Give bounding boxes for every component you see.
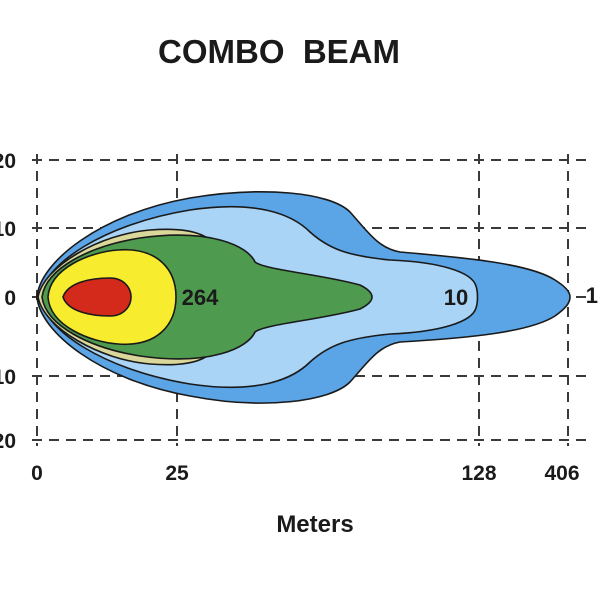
- zone-label: 1: [586, 283, 598, 308]
- x-tick-label: 128: [461, 462, 496, 485]
- zone-label: 10: [444, 285, 468, 310]
- y-tick-label: 10: [0, 366, 16, 389]
- zone-label: 264: [182, 285, 219, 310]
- y-tick-label: 0: [4, 287, 16, 310]
- x-tick-label: 0: [31, 462, 43, 485]
- chart-title: COMBO BEAM: [158, 33, 400, 70]
- y-tick-label: 20: [0, 150, 16, 173]
- zone-labels: 1 10 264: [182, 283, 598, 310]
- x-tick-label: 406: [544, 462, 579, 485]
- x-tick-label: 25: [165, 462, 189, 485]
- beam-zones: [36, 191, 571, 404]
- beam-zone: [62, 277, 132, 317]
- y-tick-labels: 20 10 0 10 20: [0, 150, 16, 453]
- x-axis-label: Meters: [276, 511, 353, 538]
- y-tick-label: 10: [0, 218, 16, 241]
- y-tick-label: 20: [0, 430, 16, 453]
- x-tick-labels: 0 25 128 406: [31, 462, 579, 485]
